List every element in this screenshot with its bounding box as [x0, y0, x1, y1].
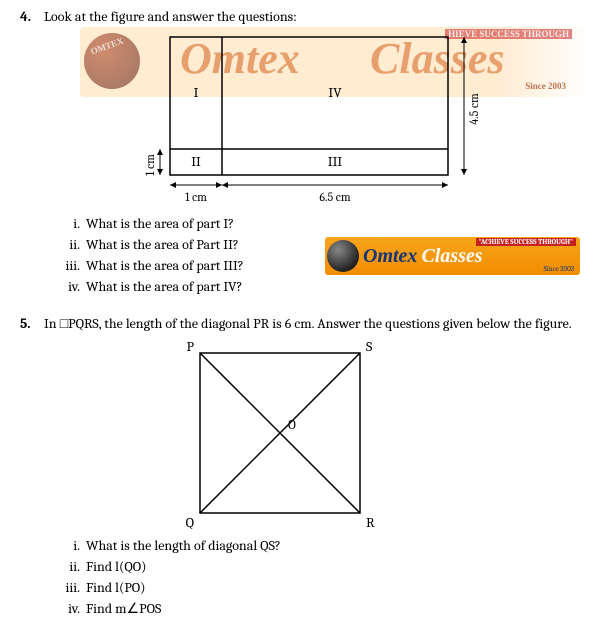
omtex-banner-tag: "ACHIEVE SUCCESS THROUGH"	[476, 238, 576, 246]
omtex-badge-icon: OMTEX	[84, 33, 140, 89]
q4-label-II: II	[191, 153, 201, 170]
q4-right-dim-text: 4.5 cm	[467, 93, 481, 125]
q4-bottom-dim2-text: 6.5 cm	[319, 190, 351, 204]
q4-bottom-dim1: 1 cm	[170, 182, 222, 204]
q4-label-III: III	[328, 153, 343, 170]
q5-label-Q: Q	[186, 514, 195, 529]
omtex-banner-small: Omtex Classes "ACHIEVE SUCCESS THROUGH" …	[325, 237, 580, 275]
omtex-badge-text: OMTEX	[89, 35, 124, 56]
q5-label-P: P	[187, 339, 195, 355]
q5-number: 5.	[20, 315, 44, 333]
q4-figure-wrap: OMTEX Omtex Classes HIEVE SUCCESS THROUG…	[60, 31, 580, 207]
q4-sub-i: i. What is the area of part I?	[58, 213, 580, 234]
q4-bottom-dim1-text: 1 cm	[185, 190, 207, 204]
q4-label-I: I	[194, 84, 199, 101]
q5-figure-wrap: P S Q R O	[160, 339, 580, 529]
omtex-banner-t2: Classes	[421, 245, 482, 268]
q5-sub-iv: iv. Find m∠POS	[58, 598, 580, 619]
q5-sub-i: i. What is the length of diagonal QS?	[58, 535, 580, 556]
q5-sub-iii: iii. Find l(PO)	[58, 577, 580, 598]
q5-label-R: R	[366, 514, 375, 529]
q5-row: 5. In □PQRS, the length of the diagonal …	[20, 315, 580, 333]
q5-label-O: O	[288, 418, 296, 433]
q4-number: 4.	[20, 8, 44, 25]
q4-label-IV: IV	[328, 84, 342, 101]
q4-left-dim-text: 1 cm	[143, 154, 157, 176]
q4-figure-svg: I IV II III 1 cm 4.5 cm 1 cm 6	[140, 31, 560, 207]
q5-sub-list: i. What is the length of diagonal QS? ii…	[58, 535, 580, 619]
q4-text: Look at the figure and answer the questi…	[44, 8, 580, 25]
q4-row: 4. Look at the figure and answer the que…	[20, 8, 580, 25]
q5-text: In □PQRS, the length of the diagonal PR …	[44, 315, 580, 333]
omtex-banner-t1: Omtex	[363, 245, 417, 268]
q4-bottom-dim2: 6.5 cm	[222, 182, 448, 204]
q4-left-dim: 1 cm	[143, 149, 163, 176]
q5-label-S: S	[366, 339, 373, 355]
q5-sub-ii: ii. Find l(QO)	[58, 556, 580, 577]
q4-sub-iv: iv. What is the area of part IV?	[58, 276, 580, 297]
omtex-badge-icon-small	[327, 240, 359, 272]
q5-figure-svg: P S Q R O	[160, 339, 420, 529]
q4-right-dim: 4.5 cm	[461, 37, 481, 175]
q4-subs-wrap: i. What is the area of part I? ii. What …	[20, 213, 580, 297]
omtex-banner-since: Since 2003	[544, 265, 574, 273]
q4-outer-rect	[170, 37, 448, 175]
